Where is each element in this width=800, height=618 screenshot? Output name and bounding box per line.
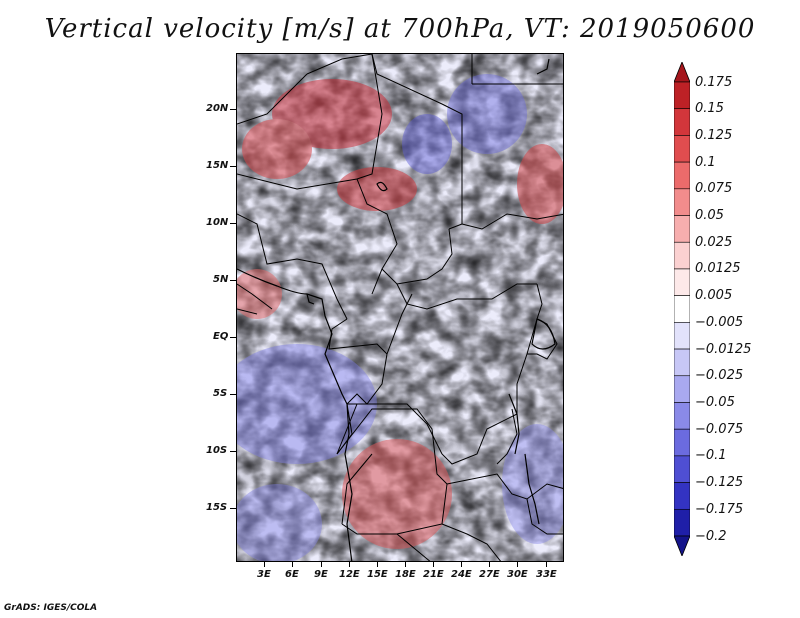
colorbar-bin — [674, 402, 690, 430]
colorbar-label: −0.125 — [695, 475, 744, 491]
x-tick — [349, 562, 350, 567]
x-tick-label: 27E — [479, 569, 500, 580]
x-tick-label: 3E — [257, 569, 271, 580]
x-tick — [517, 562, 518, 567]
colorbar-label: 0.0125 — [695, 261, 741, 277]
y-tick — [230, 166, 236, 167]
colorbar-label: 0.175 — [695, 74, 733, 90]
colorbar-bin — [674, 108, 690, 136]
x-tick-label: 30E — [507, 569, 528, 580]
colorbar-bottom-arrow — [674, 535, 690, 556]
map-panel — [236, 53, 564, 562]
x-tick — [321, 562, 322, 567]
colorbar-bin — [674, 455, 690, 483]
coastline-and-lakes — [237, 58, 556, 561]
colorbar-label: −0.075 — [695, 421, 744, 437]
y-tick-label: 10N — [206, 217, 229, 228]
x-tick-label: 6E — [285, 569, 299, 580]
colorbar-label: −0.025 — [695, 368, 744, 384]
y-tick — [230, 280, 236, 281]
y-tick-label: EQ — [213, 331, 229, 342]
x-tick-label: 21E — [423, 569, 444, 580]
x-tick — [377, 562, 378, 567]
colorbar-label: 0.05 — [695, 208, 724, 224]
colorbar-bin — [674, 482, 690, 510]
colorbar-bin — [674, 268, 690, 296]
x-tick — [264, 562, 265, 567]
colorbar-bin — [674, 215, 690, 243]
vertical-velocity-field — [237, 54, 563, 561]
colorbar-bin — [674, 161, 690, 190]
colorbar-bin — [674, 348, 690, 377]
y-tick-label: 20N — [206, 103, 229, 114]
y-tick — [230, 394, 236, 395]
colorbar — [674, 62, 690, 556]
colorbar-label: −0.005 — [695, 314, 744, 330]
colorbar-bin — [674, 81, 690, 110]
colorbar-bin — [674, 375, 690, 403]
colorbar-label: 0.025 — [695, 234, 733, 250]
y-tick — [230, 451, 236, 452]
x-tick-label: 24E — [451, 569, 472, 580]
y-tick-label: 10S — [206, 445, 228, 456]
colorbar-label: 0.15 — [695, 101, 724, 117]
colorbar-label: −0.2 — [695, 528, 727, 544]
x-tick — [546, 562, 547, 567]
colorbar-bin — [674, 188, 690, 216]
colorbar-bin — [674, 322, 690, 350]
y-tick-label: 15N — [206, 160, 229, 171]
x-tick-label: 9E — [314, 569, 328, 580]
y-tick-label: 15S — [206, 502, 228, 513]
y-tick — [230, 508, 236, 509]
x-tick — [489, 562, 490, 567]
x-tick — [292, 562, 293, 567]
country-boundaries — [237, 54, 563, 561]
map-title: Vertical velocity [m/s] at 700hPa, VT: 2… — [44, 14, 756, 44]
x-tick — [433, 562, 434, 567]
x-tick-label: 18E — [395, 569, 416, 580]
x-tick-label: 15E — [367, 569, 388, 580]
colorbar-label: −0.1 — [695, 448, 727, 464]
colorbar-label: 0.125 — [695, 127, 733, 143]
colorbar-label: 0.075 — [695, 181, 733, 197]
colorbar-bin — [674, 241, 690, 270]
x-tick-label: 12E — [339, 569, 360, 580]
colorbar-label: 0.1 — [695, 154, 716, 170]
y-tick-label: 5S — [213, 388, 228, 399]
y-tick-label: 5N — [213, 274, 229, 285]
colorbar-label: −0.05 — [695, 394, 735, 410]
colorbar-top-arrow — [674, 62, 690, 83]
strong-ascent-regions — [237, 79, 563, 549]
colorbar-label: −0.0125 — [695, 341, 752, 357]
grads-credit: GrADS: IGES/COLA — [4, 603, 98, 613]
y-tick — [230, 223, 236, 224]
x-tick-label: 33E — [536, 569, 557, 580]
strong-descent-regions — [237, 74, 563, 561]
y-tick — [230, 337, 236, 338]
colorbar-bin — [674, 135, 690, 163]
x-tick — [405, 562, 406, 567]
colorbar-bin — [674, 428, 690, 457]
colorbar-bin — [674, 508, 690, 537]
colorbar-label: 0.005 — [695, 288, 733, 304]
colorbar-label: −0.175 — [695, 501, 744, 517]
y-tick — [230, 109, 236, 110]
colorbar-bin — [674, 295, 690, 323]
x-tick — [461, 562, 462, 567]
